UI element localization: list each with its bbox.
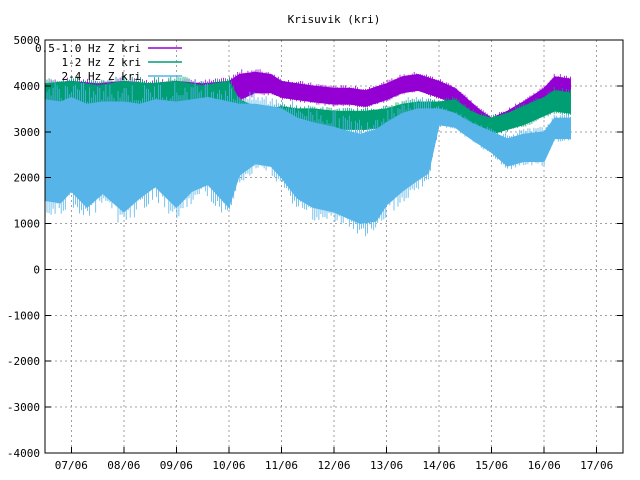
x-tick-label: 10/06 <box>212 459 245 472</box>
legend-label-0: 0.5-1.0 Hz Z kri <box>35 42 141 55</box>
y-tick-label: 5000 <box>14 34 41 47</box>
y-tick-label: 3000 <box>14 126 41 139</box>
y-tick-label: 1000 <box>14 218 41 231</box>
y-tick-label: -1000 <box>7 309 40 322</box>
y-tick-label: -3000 <box>7 401 40 414</box>
legend-label-2: 2-4 Hz Z kri <box>62 70 141 83</box>
y-tick-label: -4000 <box>7 447 40 460</box>
y-tick-label: 4000 <box>14 80 41 93</box>
grid <box>45 40 623 453</box>
x-tick-label: 13/06 <box>370 459 403 472</box>
legend-label-1: 1-2 Hz Z kri <box>62 56 141 69</box>
x-tick-label: 08/06 <box>107 459 140 472</box>
x-tick-label: 12/06 <box>317 459 350 472</box>
x-tick-label: 16/06 <box>528 459 561 472</box>
x-tick-label: 14/06 <box>423 459 456 472</box>
x-tick-label: 17/06 <box>580 459 613 472</box>
y-tick-label: 2000 <box>14 172 41 185</box>
series-layer <box>44 69 571 237</box>
x-tick-label: 11/06 <box>265 459 298 472</box>
chart-title: Krisuvik (kri) <box>288 13 381 26</box>
x-tick-label: 07/06 <box>55 459 88 472</box>
x-tick-label: 15/06 <box>475 459 508 472</box>
legend: 0.5-1.0 Hz Z kri 1-2 Hz Z kri 2-4 Hz Z k… <box>35 42 182 83</box>
x-tick-label: 09/06 <box>160 459 193 472</box>
y-tick-label: -2000 <box>7 355 40 368</box>
axis-ticks: -4000 -3000 -2000 -1000 0 1000 2000 3000 4000 500… <box>7 34 623 472</box>
y-tick-label: 0 <box>33 263 40 276</box>
